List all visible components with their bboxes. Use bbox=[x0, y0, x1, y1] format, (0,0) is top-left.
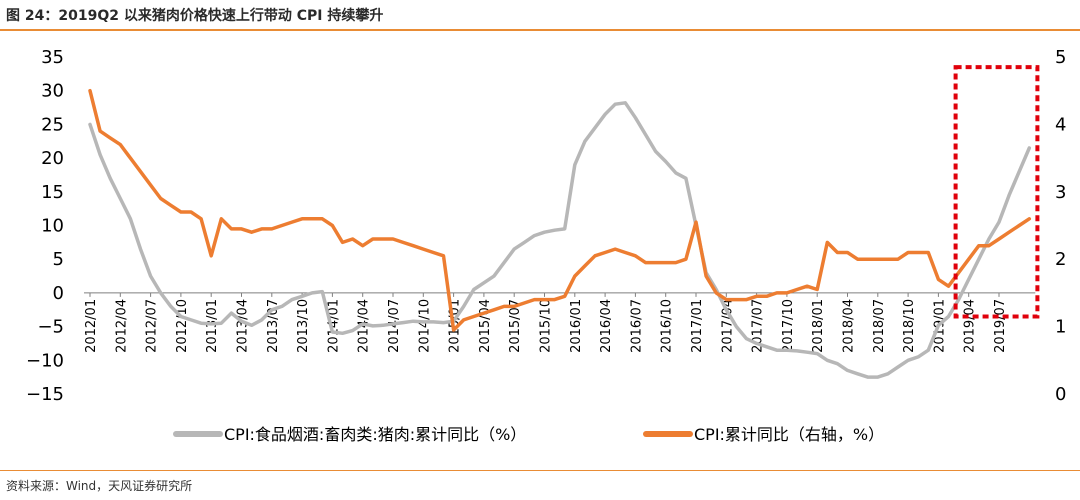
series-layer bbox=[88, 88, 1032, 379]
left-tick-label: −5 bbox=[37, 317, 64, 338]
x-tick-label: 2017/04 bbox=[720, 299, 735, 353]
x-tick-label: 2019/07 bbox=[993, 299, 1008, 353]
right-axis: 5 4 3 2 1 0 bbox=[1055, 47, 1066, 405]
x-tick-label: 2016/10 bbox=[660, 299, 675, 353]
legend: CPI:食品烟酒:畜肉类:猪肉:累计同比（%） CPI:累计同比（右轴，%） bbox=[173, 425, 884, 444]
x-tick-label: 2012/01 bbox=[84, 299, 99, 353]
x-tick-label: 2018/10 bbox=[902, 299, 917, 353]
right-tick-label: 5 bbox=[1055, 47, 1066, 68]
x-tick-label: 2017/07 bbox=[751, 299, 766, 353]
right-tick-label: 0 bbox=[1055, 384, 1066, 405]
x-tick-label: 2014/10 bbox=[417, 299, 432, 353]
right-tick-label: 3 bbox=[1055, 182, 1066, 203]
x-tick-label: 2012/10 bbox=[175, 299, 190, 353]
x-tick-label: 2013/01 bbox=[205, 299, 220, 353]
left-tick-label: 30 bbox=[41, 81, 64, 102]
left-tick-label: 5 bbox=[53, 249, 64, 270]
x-tick-label: 2013/10 bbox=[296, 299, 311, 353]
x-tick-label: 2015/10 bbox=[539, 299, 554, 353]
left-axis: 35 30 25 20 15 10 5 0 −5 −10 −15 bbox=[26, 47, 64, 405]
series-line-cpi bbox=[88, 88, 1032, 332]
left-tick-label: 25 bbox=[41, 114, 64, 135]
left-tick-label: 35 bbox=[41, 47, 64, 68]
right-tick-label: 4 bbox=[1055, 114, 1066, 135]
figure-title: 图 24：2019Q2 以来猪肉价格快速上行带动 CPI 持续攀升 bbox=[6, 8, 384, 24]
right-tick-label: 1 bbox=[1055, 317, 1066, 338]
left-tick-label: −15 bbox=[26, 384, 64, 405]
x-tick-label: 2012/04 bbox=[114, 299, 129, 353]
title-divider bbox=[0, 29, 1080, 31]
x-tick-label: 2015/04 bbox=[478, 299, 493, 353]
x-tick-label: 2014/01 bbox=[326, 299, 341, 353]
left-tick-label: 15 bbox=[41, 182, 64, 203]
left-tick-label: 10 bbox=[41, 216, 64, 237]
source-note: 资料来源：Wind，天风证券研究所 bbox=[6, 479, 193, 493]
x-tick-label: 2018/04 bbox=[842, 299, 857, 353]
highlight-box bbox=[953, 65, 1040, 319]
x-tick-label: 2014/07 bbox=[387, 299, 402, 353]
x-tick-label: 2013/04 bbox=[236, 299, 251, 353]
legend-label-cpi: CPI:累计同比（右轴，%） bbox=[694, 425, 884, 444]
right-tick-label: 2 bbox=[1055, 249, 1066, 270]
x-tick-label: 2017/01 bbox=[690, 299, 705, 353]
x-tick-label: 2016/04 bbox=[599, 299, 614, 353]
left-tick-label: 0 bbox=[53, 283, 64, 304]
x-tick-label: 2016/07 bbox=[629, 299, 644, 353]
x-tick-label: 2019/04 bbox=[963, 299, 978, 353]
x-tick-label: 2017/10 bbox=[781, 299, 796, 353]
x-tick-label: 2018/07 bbox=[872, 299, 887, 353]
legend-label-pork: CPI:食品烟酒:畜肉类:猪肉:累计同比（%） bbox=[224, 425, 526, 444]
footer-divider bbox=[0, 470, 1080, 471]
x-tick-label: 2015/07 bbox=[508, 299, 523, 353]
x-tick-label: 2012/07 bbox=[145, 299, 160, 353]
x-tick-label: 2018/01 bbox=[811, 299, 826, 353]
left-tick-label: −10 bbox=[26, 350, 64, 371]
left-tick-label: 20 bbox=[41, 148, 64, 169]
x-tick-label: 2016/01 bbox=[569, 299, 584, 353]
series-line-pork bbox=[88, 101, 1032, 379]
